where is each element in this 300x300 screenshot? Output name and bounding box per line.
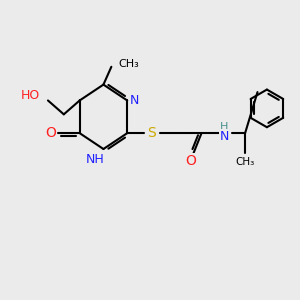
- Text: H: H: [220, 122, 229, 132]
- Text: CH₃: CH₃: [236, 157, 255, 167]
- Text: O: O: [46, 126, 56, 140]
- Text: N: N: [220, 130, 229, 142]
- Text: N: N: [130, 94, 139, 107]
- Text: O: O: [185, 154, 196, 168]
- Text: NH: NH: [86, 153, 105, 167]
- Text: CH₃: CH₃: [118, 59, 139, 69]
- Text: S: S: [148, 126, 156, 140]
- Text: HO: HO: [21, 89, 40, 102]
